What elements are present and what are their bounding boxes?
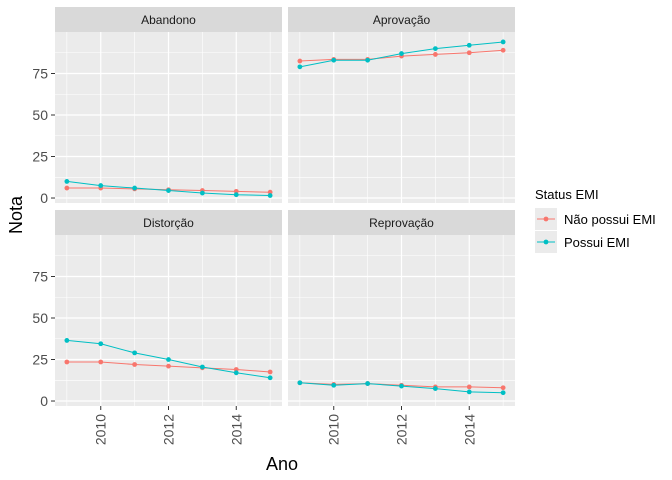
- facet-panel: Abandono: [55, 7, 282, 203]
- data-point: [98, 341, 104, 347]
- data-point: [500, 39, 506, 45]
- data-point: [166, 188, 171, 193]
- data-point: [199, 364, 205, 370]
- y-tick-label: 75: [32, 66, 48, 82]
- panels-layer: Abandono Aprovação Distorção Reprovação: [55, 7, 515, 406]
- facet-strip: [55, 210, 282, 235]
- data-point: [64, 179, 70, 184]
- data-point: [233, 367, 239, 372]
- facet-strip-label: Abandono: [141, 13, 196, 27]
- x-tick-label: 2014: [461, 414, 477, 445]
- facet-panel: Aprovação: [288, 7, 515, 203]
- legend-label: Possui EMI: [564, 235, 630, 250]
- data-point: [64, 359, 70, 365]
- data-point: [331, 57, 337, 63]
- x-tick-label: 2010: [93, 414, 109, 445]
- data-point: [132, 350, 138, 356]
- data-point: [199, 190, 205, 196]
- axes-layer: 0 25 50 75 0 25 50 75 2010 2012 2014 2010 2012 2014: [32, 66, 477, 446]
- facet-strip: [288, 210, 515, 235]
- legend-key-point: [543, 239, 549, 245]
- facet-strip-label: Aprovação: [373, 13, 431, 27]
- data-point: [267, 189, 273, 195]
- data-point: [466, 384, 472, 390]
- y-tick-label: 25: [32, 149, 48, 165]
- data-point: [297, 380, 303, 386]
- data-point: [98, 359, 104, 365]
- data-point: [466, 389, 472, 395]
- y-tick-label: 50: [32, 107, 48, 123]
- data-point: [166, 357, 171, 362]
- data-point: [331, 382, 337, 388]
- data-point: [267, 375, 273, 381]
- data-point: [466, 42, 472, 48]
- facet-strip-label: Distorção: [143, 216, 194, 230]
- legend-label: Não possui EMI: [564, 212, 656, 227]
- data-point: [365, 381, 371, 386]
- data-point: [500, 385, 506, 391]
- data-point: [233, 188, 239, 194]
- data-point: [267, 193, 273, 198]
- data-point: [432, 386, 438, 391]
- facet-strip-label: Reprovação: [369, 216, 434, 230]
- data-point: [466, 50, 472, 56]
- data-point: [166, 363, 171, 369]
- data-point: [500, 390, 506, 396]
- data-point: [500, 47, 506, 53]
- data-point: [399, 383, 404, 389]
- x-axis-title: Ano: [266, 454, 298, 474]
- x-tick-label: 2012: [161, 414, 177, 445]
- x-tick-label: 2014: [228, 414, 244, 445]
- facet-panel: Reprovação: [288, 210, 515, 406]
- data-point: [98, 183, 104, 188]
- data-point: [267, 369, 273, 375]
- legend-title: Status EMI: [535, 187, 599, 202]
- facet-strip: [55, 7, 282, 32]
- y-tick-label: 0: [40, 393, 48, 409]
- data-point: [432, 52, 438, 57]
- data-point: [132, 362, 138, 367]
- data-point: [297, 64, 303, 70]
- facet-strip: [288, 7, 515, 32]
- data-point: [233, 192, 239, 198]
- data-point: [64, 185, 70, 191]
- data-point: [132, 185, 138, 191]
- facet-panel: Distorção: [55, 210, 282, 406]
- legend: Status EMI Não possui EMI Possui EMI: [535, 187, 656, 253]
- data-point: [64, 338, 70, 343]
- data-point: [233, 370, 239, 376]
- y-tick-label: 25: [32, 352, 48, 368]
- data-point: [297, 58, 303, 64]
- legend-key-point: [543, 216, 549, 222]
- y-tick-label: 50: [32, 310, 48, 326]
- y-axis-title: Nota: [6, 195, 26, 234]
- y-tick-label: 0: [40, 190, 48, 206]
- data-point: [399, 51, 404, 56]
- y-tick-label: 75: [32, 269, 48, 285]
- data-point: [432, 46, 438, 52]
- data-point: [365, 57, 371, 63]
- x-tick-label: 2012: [394, 414, 410, 445]
- x-tick-label: 2010: [326, 414, 342, 445]
